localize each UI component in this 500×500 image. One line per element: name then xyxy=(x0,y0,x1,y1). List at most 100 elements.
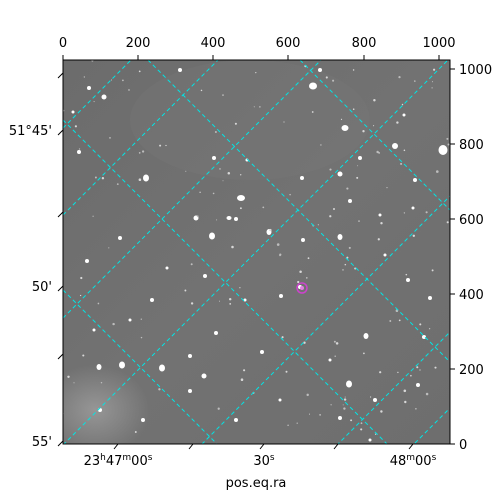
faint-star xyxy=(346,187,349,190)
star xyxy=(234,217,238,221)
tick-marks xyxy=(57,55,455,450)
faint-star xyxy=(374,433,377,435)
faint-star xyxy=(403,149,406,152)
star xyxy=(413,178,417,182)
grid-line xyxy=(299,60,450,211)
faint-star xyxy=(199,191,201,193)
star xyxy=(278,398,282,402)
faint-star xyxy=(333,208,335,210)
faint-star xyxy=(350,419,353,422)
faint-star xyxy=(311,111,314,113)
star xyxy=(165,266,169,270)
faint-star xyxy=(431,87,433,89)
star xyxy=(363,333,369,339)
faint-star xyxy=(200,89,203,92)
faint-star xyxy=(447,143,450,146)
faint-star xyxy=(116,183,119,185)
coordinate-grid xyxy=(63,60,450,444)
faint-star xyxy=(79,294,82,297)
faint-star xyxy=(216,219,218,221)
star xyxy=(402,113,406,117)
faint-star xyxy=(140,336,143,339)
star xyxy=(328,358,332,362)
star xyxy=(87,86,91,90)
star xyxy=(188,354,192,358)
faint-star xyxy=(122,79,124,82)
right-tick-label: 1000 xyxy=(459,63,492,78)
star xyxy=(309,82,317,90)
star xyxy=(378,213,382,217)
faint-star xyxy=(373,125,375,127)
star xyxy=(300,176,304,180)
bottom-tick-label: 23h47m00s xyxy=(84,453,153,469)
faint-star xyxy=(325,76,328,79)
star xyxy=(141,418,145,422)
faint-star xyxy=(370,396,372,398)
faint-star xyxy=(317,224,319,226)
star xyxy=(279,294,283,298)
faint-star xyxy=(329,215,332,218)
faint-star xyxy=(348,246,351,249)
top-tick-label: 600 xyxy=(276,36,301,51)
bottom-tick-label: 30s xyxy=(253,453,275,469)
faint-star xyxy=(329,168,332,171)
star xyxy=(128,318,132,322)
star xyxy=(346,380,352,388)
faint-star xyxy=(138,70,141,73)
faint-star xyxy=(78,148,81,150)
faint-star xyxy=(414,80,416,82)
faint-star xyxy=(141,150,145,153)
faint-star xyxy=(67,375,70,379)
star xyxy=(77,150,81,154)
faint-star xyxy=(83,76,85,78)
faint-star xyxy=(283,121,285,123)
faint-star xyxy=(428,328,431,330)
faint-star xyxy=(419,369,421,371)
star xyxy=(348,199,352,203)
star xyxy=(226,216,232,220)
left-tick-label: 51°45' xyxy=(9,124,52,139)
star xyxy=(428,296,432,300)
faint-star xyxy=(389,320,392,322)
faint-star xyxy=(212,192,215,195)
faint-star xyxy=(419,323,422,326)
faint-star xyxy=(94,176,97,179)
star xyxy=(178,68,182,72)
star xyxy=(301,238,305,242)
star xyxy=(214,331,218,335)
faint-star xyxy=(396,121,399,124)
faint-star xyxy=(217,407,220,410)
faint-star xyxy=(307,257,310,260)
right-tick-label: 600 xyxy=(459,213,484,228)
faint-star xyxy=(425,211,428,214)
faint-star xyxy=(340,118,343,120)
faint-star xyxy=(227,171,231,175)
star xyxy=(119,361,125,369)
faint-star xyxy=(434,366,437,369)
faint-star xyxy=(446,137,449,140)
grid-line xyxy=(201,195,450,444)
faint-star xyxy=(405,273,408,276)
faint-star xyxy=(303,341,306,344)
faint-star xyxy=(305,277,308,279)
faint-star xyxy=(231,245,234,249)
image-frame xyxy=(62,59,451,445)
left-tick-labels: 51°45' 50' 55' xyxy=(9,124,52,450)
faint-star xyxy=(190,302,194,305)
star xyxy=(318,68,322,72)
faint-star xyxy=(379,371,382,374)
faint-star xyxy=(109,137,111,139)
faint-star xyxy=(412,234,415,237)
faint-star xyxy=(185,170,187,172)
faint-star xyxy=(373,98,376,102)
faint-star xyxy=(360,422,363,425)
faint-star xyxy=(281,336,284,339)
faint-star xyxy=(73,382,75,384)
faint-star xyxy=(352,108,355,110)
right-tick-label: 800 xyxy=(459,138,484,153)
faint-star xyxy=(287,424,289,426)
top-tick-labels: 0 200 400 600 800 1000 xyxy=(59,36,456,51)
faint-star xyxy=(138,152,141,154)
source-marker xyxy=(296,282,308,294)
faint-star xyxy=(253,106,255,108)
